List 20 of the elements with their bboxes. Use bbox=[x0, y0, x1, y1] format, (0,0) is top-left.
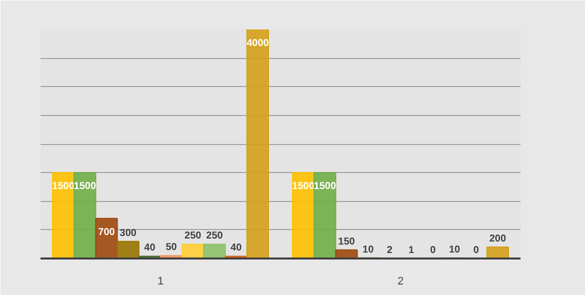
data-label: 150 bbox=[338, 236, 356, 248]
data-label: 1500 bbox=[314, 181, 336, 192]
data-label: 10 bbox=[362, 244, 374, 256]
data-label: 0 bbox=[430, 245, 436, 256]
data-label: 1 bbox=[408, 244, 415, 256]
data-label: 10 bbox=[448, 244, 460, 256]
data-label: 40 bbox=[144, 242, 156, 254]
data-label: 2 bbox=[386, 244, 393, 256]
data-label: 200 bbox=[489, 234, 506, 245]
data-label: 0 bbox=[473, 245, 480, 256]
data-label: 250 bbox=[184, 230, 202, 242]
data-label: 50 bbox=[166, 242, 178, 254]
data-label: 1500 bbox=[74, 181, 96, 192]
data-label: 300 bbox=[120, 228, 137, 239]
data-label: 40 bbox=[230, 242, 242, 254]
data-label: 700 bbox=[98, 226, 116, 238]
data-label: 4000 bbox=[246, 38, 270, 49]
data-label: 1500 bbox=[292, 181, 315, 192]
data-label: 1500 bbox=[52, 181, 75, 192]
data-label: 250 bbox=[206, 230, 224, 242]
